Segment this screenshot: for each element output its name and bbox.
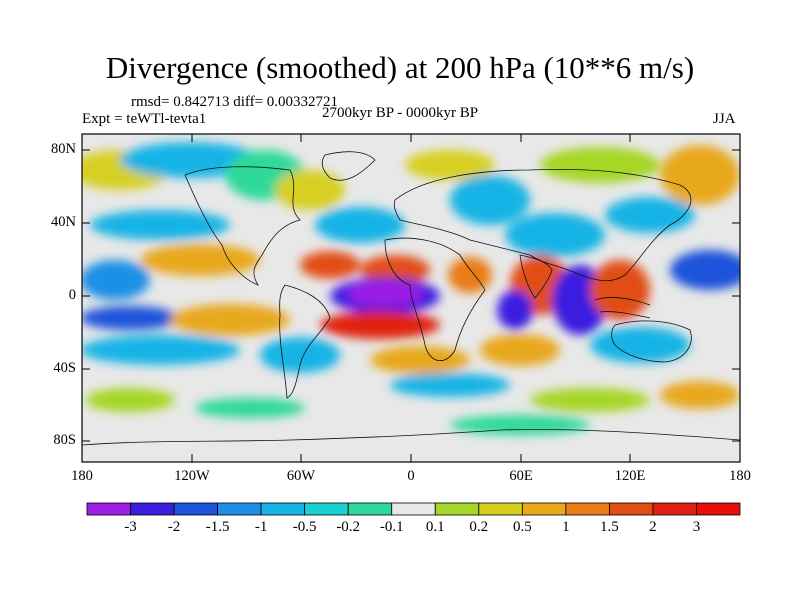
field-patch: [320, 311, 440, 339]
field-patch: [360, 255, 430, 285]
colorbar-label: 2: [649, 519, 657, 535]
field-patch: [85, 388, 175, 412]
colorbar-label: 0.2: [469, 519, 489, 535]
australia-coast: [611, 320, 692, 363]
field-patch: [530, 388, 650, 412]
lat-tick-label: 40N: [51, 214, 76, 230]
colorbar-label: -0.2: [336, 519, 361, 535]
south-america-coast: [279, 284, 331, 399]
greenland-coast: [321, 151, 376, 181]
lon-tick-label: 180: [729, 468, 751, 484]
field-patch: [660, 381, 740, 409]
colorbar-box: [173, 502, 218, 516]
lon-tick-label: 0: [407, 468, 415, 484]
field-patch: [275, 170, 345, 210]
colorbar-box: [609, 502, 654, 516]
field-patch: [660, 145, 740, 205]
lon-tick-label: 60E: [509, 468, 533, 484]
eurasia-coast: [393, 168, 692, 282]
colorbar-box: [260, 502, 306, 516]
lat-tick-label: 0: [68, 287, 76, 303]
colorbar-box: [304, 502, 349, 516]
lat-tick-label: 40S: [53, 360, 76, 376]
field-patch: [82, 306, 180, 330]
colorbar-label: 0.1: [425, 519, 445, 535]
colorbar-box: [521, 502, 567, 516]
africa-coast: [384, 237, 486, 362]
experiment-label: Expt = teWTl-tevta1: [82, 111, 207, 127]
field-patch: [82, 335, 240, 365]
field-patch: [170, 304, 290, 336]
field-patch: [497, 290, 533, 330]
field-patch: [82, 260, 150, 300]
divergence-field: [82, 142, 740, 435]
colorbar-box: [565, 502, 610, 516]
field-patch: [390, 373, 510, 397]
tick-marks: [81, 134, 741, 462]
period-label: 2700kyr BP - 0000kyr BP: [322, 105, 479, 121]
field-patch: [195, 398, 305, 418]
colorbar-boxes: [86, 502, 741, 516]
colorbar-box: [434, 502, 480, 516]
coastlines: [82, 151, 740, 446]
colorbar-box: [652, 502, 697, 516]
field-patch: [480, 334, 560, 366]
lon-tick-label: 180: [71, 468, 93, 484]
colorbar-box: [478, 502, 523, 516]
colorbar-box: [347, 502, 393, 516]
lon-tick-label: 120W: [174, 468, 210, 484]
colorbar-label: 1: [562, 519, 570, 535]
field-patch: [140, 244, 260, 276]
colorbar-label: -0.5: [292, 519, 317, 535]
lon-tick-label: 120E: [614, 468, 646, 484]
colorbar-label: -0.1: [379, 519, 404, 535]
field-patch: [450, 175, 530, 225]
field-patch: [120, 142, 260, 178]
rmsd-stats: rmsd= 0.842713 diff= 0.00332721: [131, 94, 339, 110]
indonesia-coast: [594, 297, 651, 319]
chart-title: Divergence (smoothed) at 200 hPa (10**6 …: [105, 50, 695, 85]
colorbar-label: -2: [167, 519, 181, 535]
colorbar-label: -1: [254, 519, 268, 535]
lat-tick-label: 80S: [53, 432, 76, 448]
season-label: JJA: [713, 111, 736, 127]
lon-tick-label: 60W: [286, 468, 316, 484]
north-america-coast: [184, 166, 301, 286]
colorbar-box: [391, 502, 436, 516]
field-patch: [590, 260, 650, 320]
antarctica-coast: [82, 429, 740, 446]
field-patch: [590, 327, 690, 363]
colorbar-label: 3: [692, 519, 701, 535]
field-patch: [670, 250, 740, 290]
field-patch: [300, 251, 360, 279]
colorbar-box: [696, 502, 741, 516]
field-patch: [347, 282, 423, 306]
field-patch: [370, 346, 470, 374]
colorbar-box: [130, 502, 175, 516]
field-patch: [315, 207, 405, 243]
colorbar-box: [217, 502, 262, 516]
india-coast: [519, 254, 553, 299]
colorbar-label: -1.5: [205, 519, 230, 535]
colorbar-label: 0.5: [512, 519, 532, 535]
field-patch: [260, 337, 340, 373]
field-patch: [505, 213, 605, 257]
colorbar-label: 1.5: [600, 519, 619, 535]
colorbar-label: -3: [124, 519, 137, 535]
field-patch: [90, 210, 230, 240]
lat-tick-label: 80N: [51, 141, 76, 157]
field-patch: [405, 150, 495, 180]
colorbar-box: [86, 502, 131, 516]
